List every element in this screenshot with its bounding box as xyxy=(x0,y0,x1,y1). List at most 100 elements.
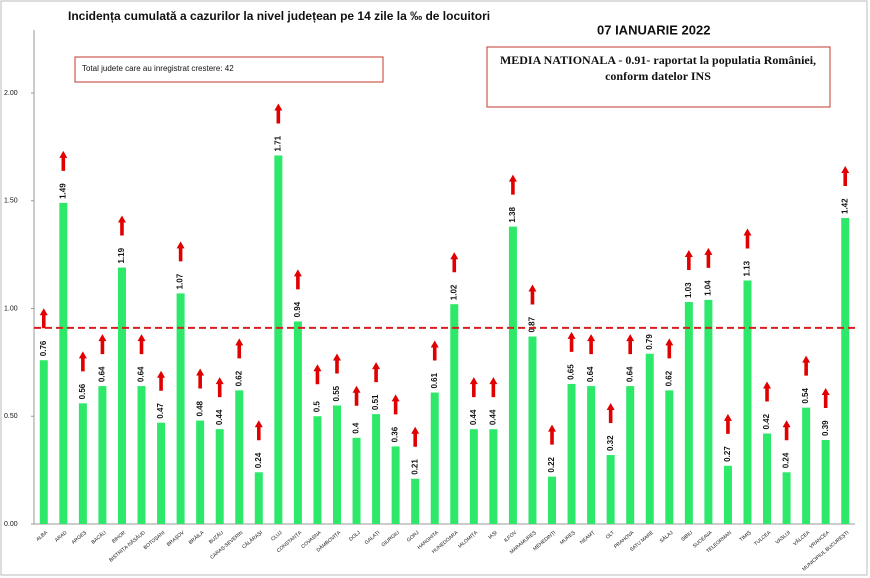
increase-arrow xyxy=(567,331,576,352)
increase-arrow xyxy=(489,377,498,398)
value-label: 0.61 xyxy=(430,372,439,388)
increase-arrow xyxy=(176,241,185,262)
bar xyxy=(508,226,517,525)
increase-arrow xyxy=(723,413,732,434)
y-tick-label: 2.00 xyxy=(4,90,18,97)
increase-arrow xyxy=(235,338,244,359)
bar xyxy=(684,302,693,524)
national-note: conform datelor INS xyxy=(605,69,711,83)
value-label: 0.24 xyxy=(782,452,791,468)
increase-arrow xyxy=(137,334,146,355)
increase-arrow xyxy=(587,334,596,355)
increase-arrow xyxy=(215,377,224,398)
bar xyxy=(782,472,791,524)
value-label: 0.76 xyxy=(39,340,48,356)
bar xyxy=(137,386,146,524)
increase-arrow xyxy=(704,247,713,268)
chart-title: Incidența cumulată a cazurilor la nivel … xyxy=(68,9,490,23)
increase-arrow xyxy=(59,150,68,171)
bar xyxy=(528,336,537,524)
bar xyxy=(743,280,752,524)
value-label: 0.64 xyxy=(586,366,595,382)
value-label: 0.64 xyxy=(625,366,634,382)
increase-arrow xyxy=(117,215,126,236)
note-box xyxy=(74,56,384,83)
value-label: 0.36 xyxy=(391,426,400,442)
bar xyxy=(665,390,674,524)
bar xyxy=(293,321,302,524)
bar xyxy=(587,386,596,524)
bar xyxy=(606,455,615,524)
increase-arrow xyxy=(665,338,674,359)
bar xyxy=(841,217,850,525)
increase-arrow xyxy=(469,377,478,398)
bar xyxy=(352,437,361,524)
bar xyxy=(723,465,732,524)
bar xyxy=(802,407,811,524)
bar xyxy=(626,386,635,524)
bar xyxy=(274,155,283,524)
value-label: 0.32 xyxy=(606,435,615,451)
value-label: 0.56 xyxy=(78,383,87,399)
value-label: 1.13 xyxy=(743,260,752,276)
value-label: 1.03 xyxy=(684,282,693,298)
increase-arrow xyxy=(254,420,263,441)
bar xyxy=(332,405,341,524)
value-label: 0.64 xyxy=(137,366,146,382)
value-label: 0.64 xyxy=(98,366,107,382)
value-label: 0.55 xyxy=(332,385,341,401)
bar xyxy=(254,472,263,524)
increase-arrow xyxy=(274,103,283,124)
increase-arrow xyxy=(196,368,205,389)
bar xyxy=(372,414,381,524)
increase-arrow xyxy=(548,424,557,445)
x-tick-label: IAȘI xyxy=(487,530,498,541)
increase-arrow xyxy=(372,362,381,383)
increase-note: Total judete care au inregistrat crester… xyxy=(82,64,234,73)
bar xyxy=(645,353,654,524)
bar xyxy=(59,202,68,524)
note-box xyxy=(486,46,831,108)
bar xyxy=(78,403,87,524)
value-label: 0.27 xyxy=(723,446,732,462)
bar xyxy=(763,433,772,524)
value-label: 1.71 xyxy=(273,135,282,151)
value-label: 0.79 xyxy=(645,334,654,350)
bar xyxy=(704,299,713,524)
increase-arrow xyxy=(528,284,537,305)
increase-arrow xyxy=(450,252,459,273)
value-label: 0.44 xyxy=(469,409,478,425)
y-tick-label: 0.50 xyxy=(4,413,18,420)
increase-arrow xyxy=(508,174,517,195)
increase-arrow xyxy=(332,353,341,374)
value-label: 0.4 xyxy=(352,422,361,434)
increase-arrow xyxy=(411,426,420,447)
value-label: 0.44 xyxy=(215,409,224,425)
bar xyxy=(391,446,400,524)
bar xyxy=(411,478,420,524)
value-label: 0.65 xyxy=(567,364,576,380)
bar xyxy=(157,422,166,524)
y-tick-label: 1.50 xyxy=(4,198,18,205)
increase-arrow xyxy=(293,269,302,290)
value-label: 0.44 xyxy=(488,409,497,425)
bar xyxy=(489,429,498,524)
increase-arrow xyxy=(684,250,693,271)
increase-arrow xyxy=(606,403,615,424)
value-label: 1.19 xyxy=(117,247,126,263)
increase-arrow xyxy=(157,370,166,391)
value-label: 1.49 xyxy=(58,183,67,199)
value-label: 0.24 xyxy=(254,452,263,468)
value-label: 1.38 xyxy=(508,206,517,222)
bar xyxy=(821,439,830,524)
increase-arrow xyxy=(802,355,811,376)
increase-arrow xyxy=(782,420,791,441)
date: 07 IANUARIE 2022 xyxy=(597,22,710,37)
x-tick-label: OLT xyxy=(605,530,616,541)
national-note: MEDIA NATIONALA - 0.91- raportat la popu… xyxy=(500,53,816,67)
value-label: 0.62 xyxy=(664,370,673,386)
bar xyxy=(39,360,48,524)
bar xyxy=(215,429,224,524)
value-label: 1.07 xyxy=(176,273,185,289)
